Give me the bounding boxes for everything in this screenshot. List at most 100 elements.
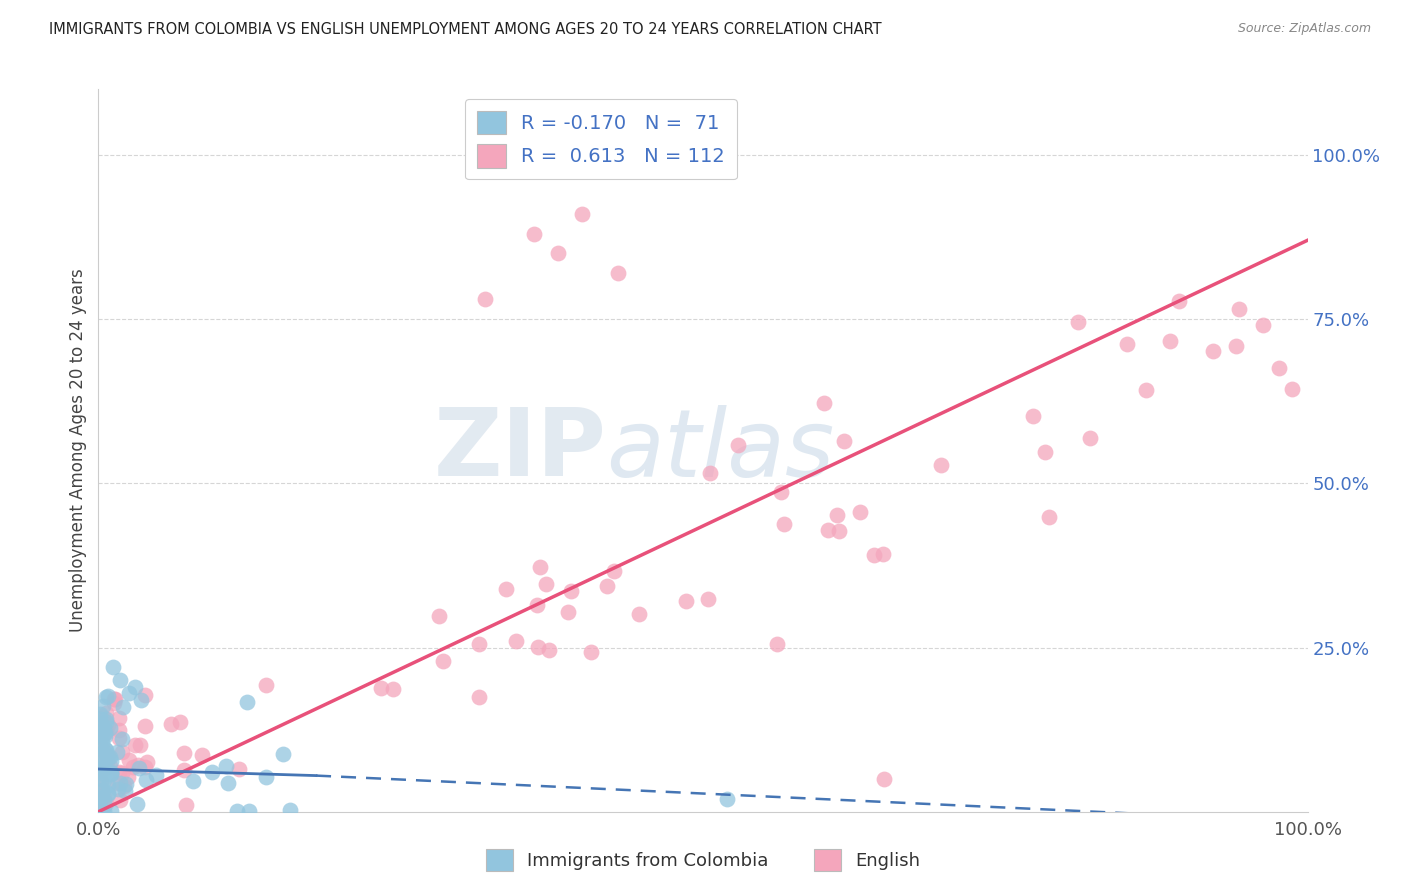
Point <box>278 804 301 818</box>
Point <box>145 768 167 782</box>
Point <box>112 779 135 793</box>
Point <box>90 789 112 804</box>
Point <box>98 722 121 736</box>
Point <box>97 786 120 800</box>
Point <box>134 760 156 774</box>
Point <box>271 747 294 761</box>
Point <box>89 785 111 799</box>
Point <box>765 637 787 651</box>
Point <box>603 564 626 578</box>
Point <box>94 750 117 764</box>
Point <box>93 745 115 759</box>
Point <box>89 739 111 753</box>
Point <box>91 783 114 797</box>
Point <box>1115 337 1137 351</box>
Point <box>90 717 112 731</box>
Point <box>91 698 114 713</box>
Point <box>595 579 617 593</box>
Point <box>100 765 122 780</box>
Point <box>832 434 855 448</box>
Point <box>107 731 129 745</box>
Point <box>94 715 117 730</box>
Point <box>579 644 602 658</box>
Text: Source: ZipAtlas.com: Source: ZipAtlas.com <box>1237 22 1371 36</box>
Point <box>873 772 896 786</box>
Legend: Immigrants from Colombia, English: Immigrants from Colombia, English <box>478 842 928 879</box>
Point <box>103 696 125 710</box>
Point <box>495 582 517 596</box>
Point <box>98 759 121 773</box>
Point <box>474 293 496 307</box>
Point <box>108 711 131 725</box>
Point <box>537 643 560 657</box>
Point <box>547 246 569 260</box>
Point <box>118 686 141 700</box>
Point <box>468 637 491 651</box>
Point <box>115 777 138 791</box>
Point <box>214 758 236 772</box>
Point <box>107 782 129 797</box>
Point <box>190 748 212 763</box>
Point <box>1078 431 1101 445</box>
Point <box>117 770 139 784</box>
Point <box>238 804 260 818</box>
Point <box>127 757 149 772</box>
Point <box>90 748 112 763</box>
Point <box>1253 318 1275 333</box>
Point <box>91 761 114 775</box>
Point <box>91 783 114 797</box>
Point <box>97 718 120 732</box>
Point <box>100 767 122 781</box>
Point <box>427 608 450 623</box>
Point <box>94 756 117 771</box>
Point <box>254 771 277 785</box>
Point <box>97 750 120 764</box>
Point <box>103 691 125 706</box>
Point <box>96 690 118 705</box>
Legend: R = -0.170   N =  71, R =  0.613   N = 112: R = -0.170 N = 71, R = 0.613 N = 112 <box>465 99 737 179</box>
Point <box>100 764 122 779</box>
Point <box>108 673 131 688</box>
Point <box>468 690 491 704</box>
Point <box>699 467 721 481</box>
Point <box>1202 344 1225 359</box>
Point <box>93 797 115 811</box>
Point <box>111 766 134 780</box>
Point <box>134 719 156 733</box>
Point <box>105 776 128 790</box>
Point <box>498 154 520 169</box>
Point <box>100 754 122 768</box>
Point <box>125 797 148 812</box>
Point <box>529 559 551 574</box>
Point <box>89 712 111 726</box>
Point <box>1038 509 1060 524</box>
Point <box>91 764 114 778</box>
Point <box>697 592 720 607</box>
Point <box>94 742 117 756</box>
Point <box>93 722 115 736</box>
Point <box>1159 334 1181 348</box>
Point <box>93 804 115 818</box>
Point <box>108 723 131 737</box>
Point <box>97 689 120 703</box>
Point <box>94 706 117 721</box>
Point <box>201 764 224 779</box>
Point <box>90 772 112 786</box>
Point <box>627 607 650 621</box>
Point <box>432 653 454 667</box>
Point <box>675 594 697 608</box>
Point <box>96 754 118 768</box>
Point <box>89 725 111 739</box>
Point <box>94 762 117 776</box>
Point <box>94 797 117 811</box>
Point <box>90 787 112 801</box>
Point <box>727 438 749 452</box>
Point <box>91 742 114 756</box>
Point <box>111 699 134 714</box>
Point <box>128 760 150 774</box>
Point <box>863 548 886 562</box>
Point <box>94 726 117 740</box>
Point <box>90 773 112 788</box>
Point <box>381 681 404 696</box>
Point <box>97 748 120 763</box>
